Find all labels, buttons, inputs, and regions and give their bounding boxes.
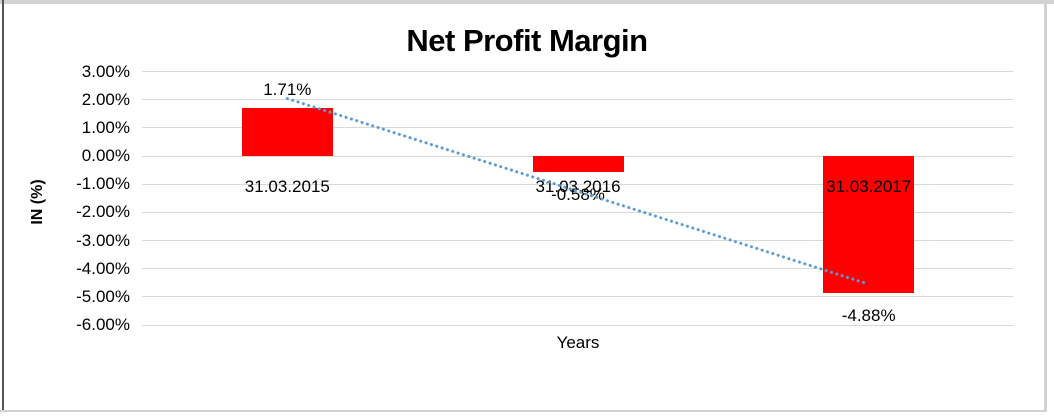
frame-border-left [2, 0, 4, 412]
category-label: 31.03.2017 [826, 177, 912, 196]
y-tick-label: -1.00% [76, 174, 130, 194]
bar [532, 156, 624, 173]
frame-border-right [1044, 0, 1047, 412]
value-label: 1.71% [263, 79, 312, 99]
y-tick-label: 0.00% [81, 146, 130, 165]
y-tick-label: -3.00% [76, 230, 130, 250]
bar [241, 107, 333, 156]
gridline [142, 71, 1014, 72]
y-tick-label: 2.00% [81, 89, 130, 109]
y-tick-label: 3.00% [81, 61, 130, 81]
frame-border-top [0, 0, 1054, 4]
frame-border-bottom [0, 410, 1047, 412]
x-axis-title: Years [556, 333, 600, 352]
y-tick-label: 1.00% [81, 117, 130, 137]
y-tick-label: -4.00% [76, 258, 130, 278]
y-tick-label: -2.00% [76, 202, 130, 222]
gridline [142, 324, 1014, 326]
y-tick-label: -5.00% [76, 286, 130, 306]
value-label: -4.88% [841, 306, 896, 326]
chart-title: Net Profit Margin [406, 23, 648, 58]
value-label: -0.58% [551, 185, 605, 205]
category-label: 31.03.2015 [244, 177, 330, 196]
y-tick-label: -6.00% [76, 315, 130, 334]
gridline [142, 296, 1014, 298]
